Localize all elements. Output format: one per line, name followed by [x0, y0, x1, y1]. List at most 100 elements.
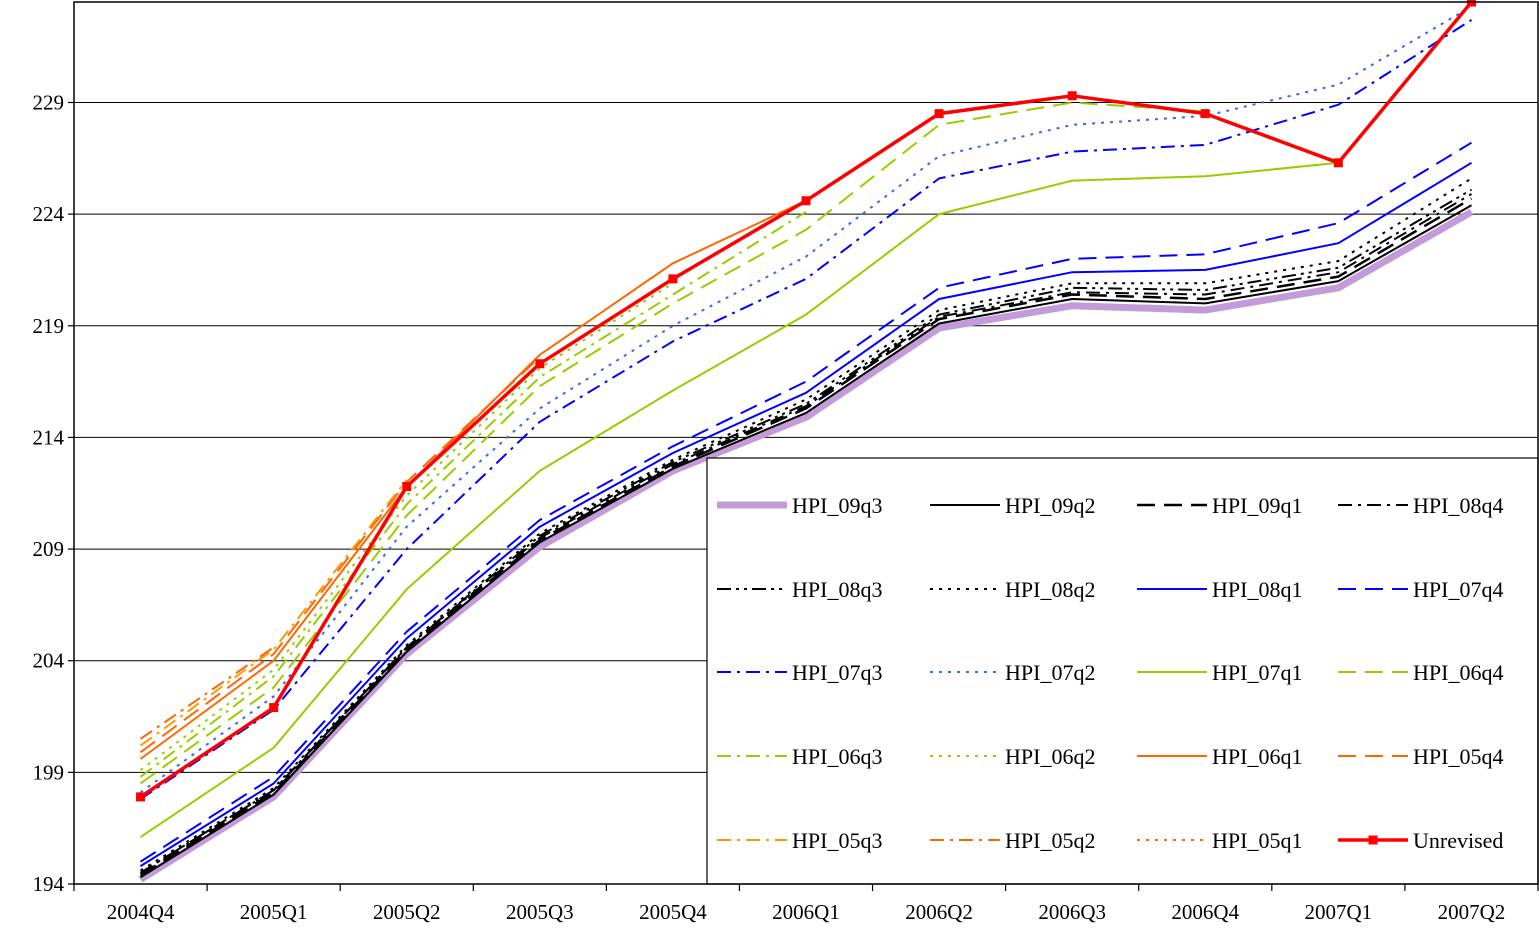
legend: HPI_09q3 HPI_09q2 HPI_09q1 HPI_08q4 HPI_08q3…: [706, 457, 1539, 885]
x-tick-label: 2006Q4: [1171, 900, 1239, 924]
data-point-marker: [535, 359, 545, 369]
y-tick-label: 214: [33, 425, 65, 449]
series-hpi_06q3: [139, 211, 807, 778]
series-line: [139, 204, 1472, 879]
legend-label: HPI_05q1: [1212, 828, 1302, 853]
series-hpi_08q4: [139, 193, 1473, 874]
legend-item: HPI_09q3: [717, 493, 882, 518]
legend-item: HPI_05q4: [1338, 744, 1503, 769]
x-tick-label: 2005Q2: [373, 900, 441, 924]
legend-item: HPI_09q2: [930, 493, 1095, 518]
legend-item: HPI_06q1: [1137, 744, 1302, 769]
legend-item: HPI_07q3: [717, 660, 882, 685]
legend-label: HPI_08q1: [1212, 577, 1302, 602]
series-line: [139, 188, 1473, 874]
legend-item: HPI_05q1: [1137, 828, 1302, 853]
x-tick-label: 2006Q3: [1038, 900, 1106, 924]
x-tick-label: 2005Q1: [240, 900, 308, 924]
legend-item: Unrevised: [1338, 828, 1503, 853]
data-point-marker: [1466, 0, 1476, 7]
legend-label: HPI_08q4: [1413, 493, 1503, 518]
series-lines: [136, 0, 1476, 883]
y-axis-tick-labels: 194 199 204 209 214 219 224 229: [33, 90, 65, 896]
data-point-marker: [801, 196, 811, 206]
legend-label: HPI_07q3: [792, 660, 882, 685]
legend-label: HPI_06q4: [1413, 660, 1503, 685]
y-tick-label: 209: [33, 537, 65, 561]
legend-label: HPI_07q2: [1005, 660, 1095, 685]
series-line: [139, 101, 1206, 785]
series-hpi_06q4: [139, 101, 1206, 785]
series-hpi_08q3: [139, 188, 1473, 874]
legend-label: HPI_05q3: [792, 828, 882, 853]
series-line: [139, 356, 541, 754]
x-tick-label: 2005Q4: [639, 900, 707, 924]
y-tick-label: 229: [33, 90, 65, 114]
legend-item: HPI_07q2: [930, 660, 1095, 685]
series-line: [139, 193, 1473, 874]
legend-label: Unrevised: [1413, 828, 1503, 853]
legend-item: HPI_07q1: [1137, 660, 1302, 685]
legend-label: HPI_07q4: [1413, 577, 1503, 602]
series-hpi_09q3: [138, 208, 1474, 883]
series-line: [139, 161, 1339, 838]
series-line: [139, 197, 1473, 877]
series-line: [139, 211, 807, 778]
series-hpi_08q2: [139, 177, 1473, 872]
legend-item: HPI_08q2: [930, 577, 1095, 602]
legend-label: HPI_05q4: [1413, 744, 1503, 769]
data-point-marker: [136, 792, 146, 802]
legend-label: HPI_08q3: [792, 577, 882, 602]
legend-item: HPI_08q4: [1338, 493, 1503, 518]
x-tick-label: 2005Q3: [506, 900, 574, 924]
x-axis-tick-labels: 2004Q4 2005Q1 2005Q2 2005Q3 2005Q4 2006Q1 2006…: [107, 900, 1506, 924]
series-hpi_08q1: [139, 161, 1473, 867]
legend-label: HPI_06q3: [792, 744, 882, 769]
legend-label: HPI_09q3: [792, 493, 882, 518]
data-point-marker: [1333, 158, 1343, 168]
legend-item: HPI_06q2: [930, 744, 1095, 769]
x-tick-label: 2007Q2: [1438, 900, 1506, 924]
data-point-marker: [402, 482, 412, 492]
plot-area-frame: [73, 1, 1539, 885]
legend-label: HPI_08q2: [1005, 577, 1095, 602]
legend-item: HPI_08q3: [717, 577, 882, 602]
legend-label: HPI_06q1: [1212, 744, 1302, 769]
y-tick-label: 204: [33, 649, 65, 673]
series-line: [139, 282, 674, 771]
series-line: [139, 5, 1473, 794]
x-tick-label: 2006Q2: [905, 900, 973, 924]
legend-label: HPI_09q1: [1212, 493, 1302, 518]
y-tick-label: 194: [33, 872, 65, 896]
x-tick-label: 2004Q4: [107, 900, 175, 924]
data-point-marker: [1200, 109, 1210, 119]
legend-label: HPI_07q1: [1212, 660, 1302, 685]
data-point-marker: [934, 109, 944, 119]
legend-marker: [1368, 835, 1378, 845]
y-tick-label: 219: [33, 314, 65, 338]
series-hpi_06q2: [139, 282, 674, 771]
series-line: [139, 141, 1473, 863]
series-line: [138, 208, 1474, 883]
series-line: [139, 177, 1473, 872]
legend-item: HPI_08q1: [1137, 577, 1302, 602]
legend-label: HPI_06q2: [1005, 744, 1095, 769]
legend-item: HPI_06q4: [1338, 660, 1503, 685]
series-hpi_09q1: [139, 197, 1473, 877]
series-line: [139, 161, 1473, 867]
legend-item: HPI_05q2: [930, 828, 1095, 853]
legend-label: HPI_05q2: [1005, 828, 1095, 853]
series-hpi_07q4: [139, 141, 1473, 863]
legend-item: HPI_06q3: [717, 744, 882, 769]
series-line: [139, 646, 275, 740]
y-tick-label: 224: [33, 202, 65, 226]
series-hpi_09q2: [139, 204, 1472, 879]
x-tick-label: 2006Q1: [772, 900, 840, 924]
y-tick-label: 199: [33, 760, 65, 784]
legend-item: HPI_05q3: [717, 828, 882, 853]
series-hpi_07q2: [139, 5, 1473, 794]
series-hpi_05q4: [139, 356, 541, 754]
legend-item: HPI_09q1: [1137, 493, 1302, 518]
data-point-marker: [1067, 91, 1077, 101]
